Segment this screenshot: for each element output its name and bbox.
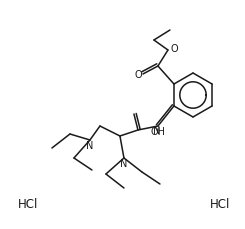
Text: N: N [120,159,128,169]
Text: HCl: HCl [18,199,38,212]
Text: HCl: HCl [210,199,230,212]
Text: OH: OH [150,127,165,137]
Text: N: N [153,126,161,136]
Text: O: O [170,44,178,54]
Text: O: O [134,70,142,80]
Text: N: N [86,141,94,151]
